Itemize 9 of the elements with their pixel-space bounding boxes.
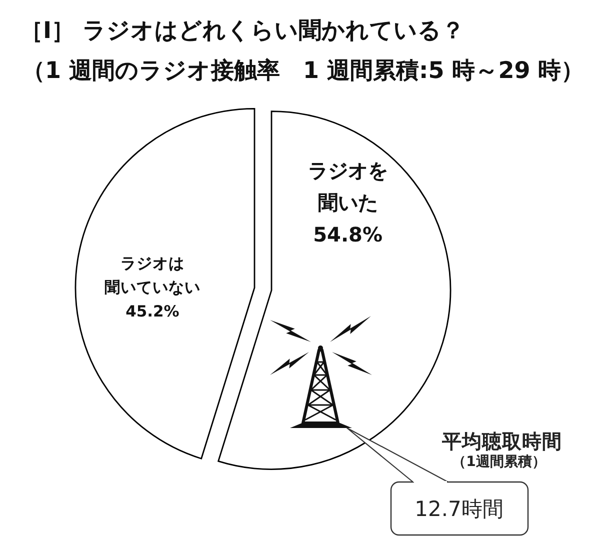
data-label: 54.8%: [313, 222, 383, 246]
slice-label: ラジオは聞いていない: [104, 254, 200, 297]
data-label: 45.2%: [126, 302, 180, 321]
chart-subtitle: （1 週間のラジオ接触率 1 週間累積:5 時～29 時）: [22, 57, 584, 86]
text: 平均聴取時間: [441, 430, 562, 452]
text: 12.7時間: [414, 497, 504, 521]
chart-title: ［Ⅰ］ ラジオはどれくらい聞かれている？: [20, 17, 465, 46]
slice-label: ラジオを聞いた: [308, 158, 388, 214]
text: （1週間累積）: [452, 454, 546, 470]
